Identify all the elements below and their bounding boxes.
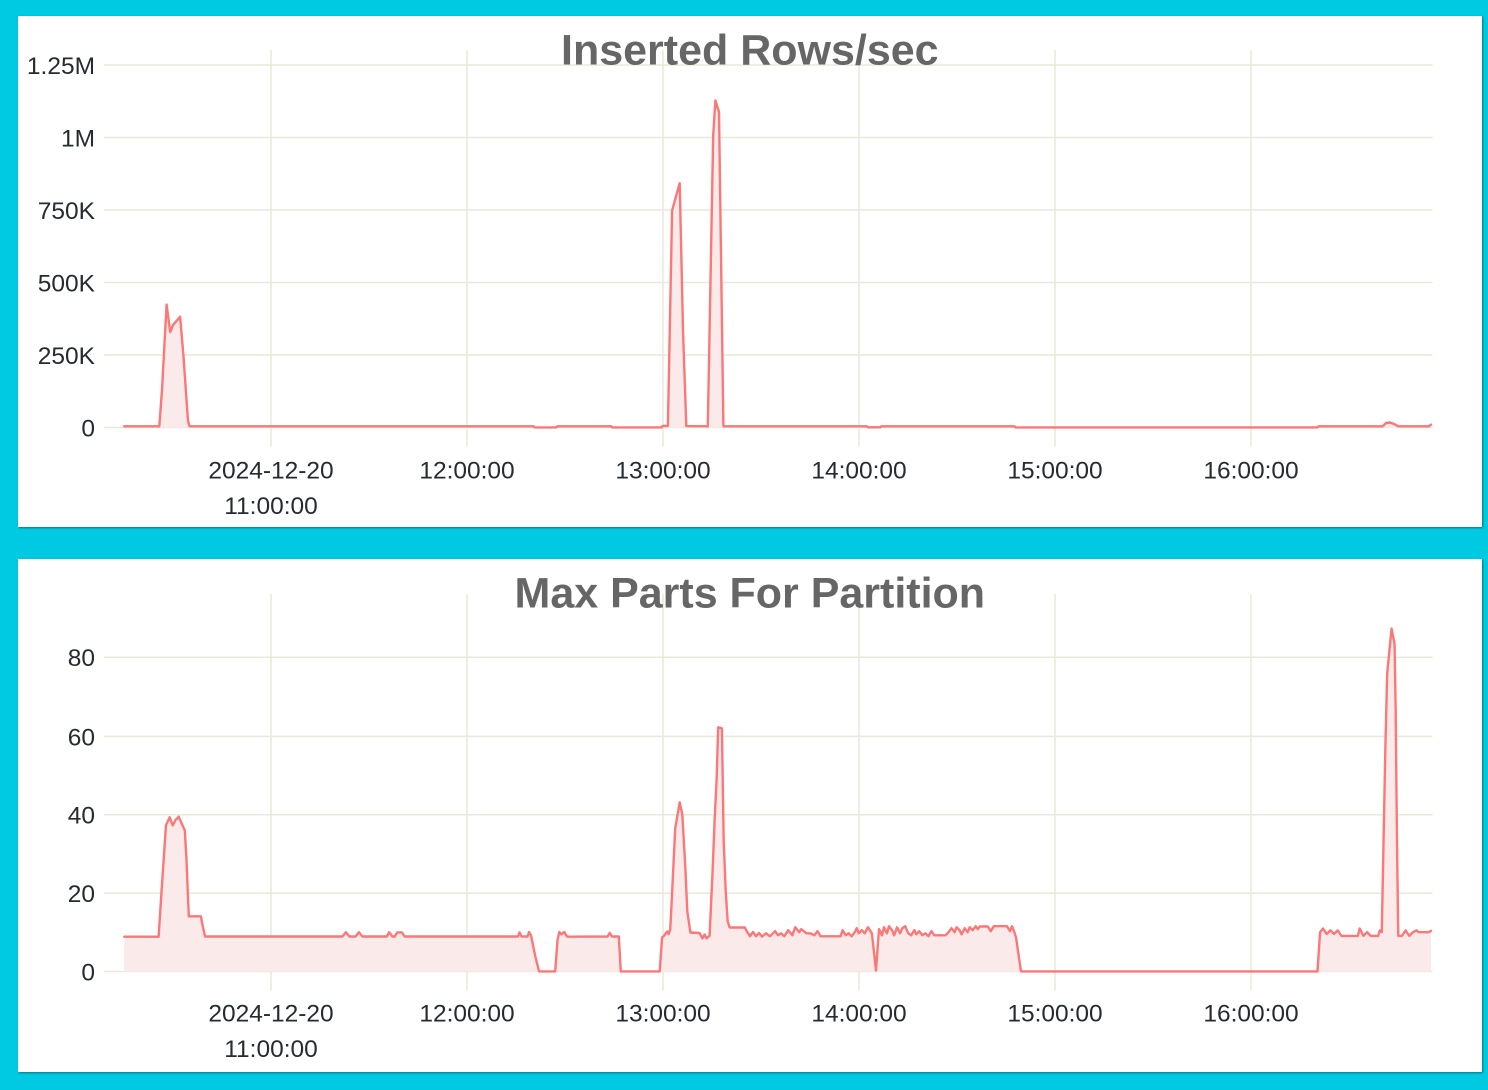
svg-text:40: 40 — [68, 803, 95, 830]
svg-text:1M: 1M — [61, 125, 95, 152]
svg-text:500K: 500K — [38, 270, 96, 297]
svg-text:13:00:00: 13:00:00 — [615, 457, 710, 484]
svg-text:Max Parts For Partition: Max Parts For Partition — [515, 569, 986, 617]
svg-text:11:00:00: 11:00:00 — [224, 1036, 318, 1063]
svg-text:11:00:00: 11:00:00 — [224, 493, 318, 520]
svg-text:20: 20 — [68, 881, 95, 908]
svg-text:2024-12-20: 2024-12-20 — [208, 1000, 333, 1027]
svg-text:14:00:00: 14:00:00 — [811, 457, 906, 484]
svg-text:750K: 750K — [38, 198, 96, 225]
svg-text:Inserted Rows/sec: Inserted Rows/sec — [561, 26, 939, 74]
svg-text:12:00:00: 12:00:00 — [419, 1000, 514, 1027]
svg-text:16:00:00: 16:00:00 — [1203, 1000, 1298, 1027]
svg-text:250K: 250K — [38, 343, 96, 370]
svg-text:1.25M: 1.25M — [27, 53, 95, 80]
svg-text:12:00:00: 12:00:00 — [419, 457, 514, 484]
svg-text:80: 80 — [68, 645, 95, 672]
svg-text:0: 0 — [81, 415, 95, 442]
svg-text:60: 60 — [68, 724, 95, 751]
svg-text:16:00:00: 16:00:00 — [1203, 457, 1298, 484]
svg-text:2024-12-20: 2024-12-20 — [208, 457, 333, 484]
svg-text:15:00:00: 15:00:00 — [1007, 457, 1102, 484]
svg-text:14:00:00: 14:00:00 — [811, 1000, 906, 1027]
svg-text:13:00:00: 13:00:00 — [615, 1000, 710, 1027]
svg-text:0: 0 — [81, 959, 95, 986]
svg-text:15:00:00: 15:00:00 — [1007, 1000, 1102, 1027]
